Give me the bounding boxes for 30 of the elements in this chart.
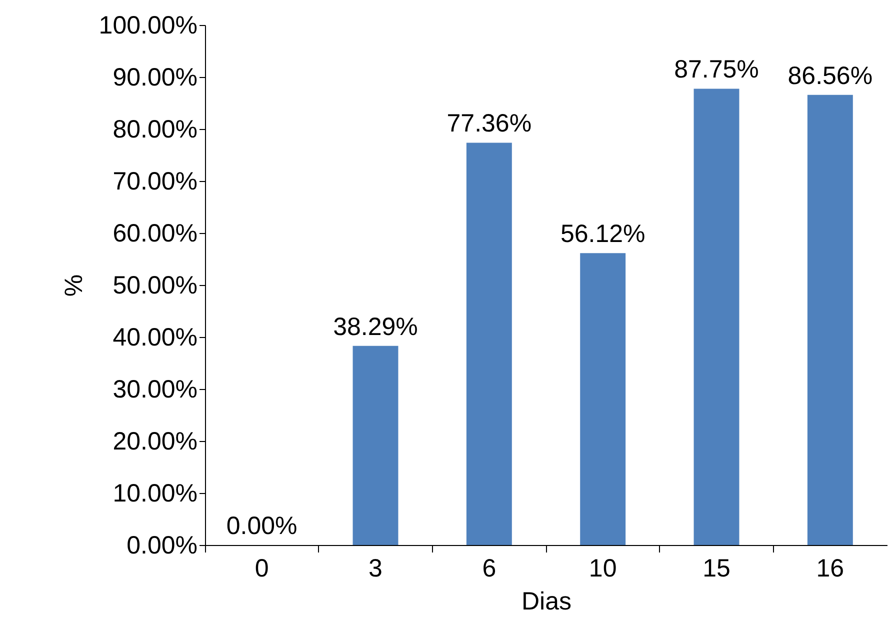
data-label: 77.36% (446, 110, 532, 138)
y-tick-label: 0.00% (126, 532, 198, 560)
y-tick-label: 100.00% (98, 12, 198, 40)
y-tick-label: 30.00% (112, 376, 198, 404)
data-label: 56.12% (560, 220, 646, 248)
y-tick-label: 80.00% (112, 116, 198, 144)
x-tick-label: 0 (254, 554, 269, 582)
bar (694, 88, 740, 545)
y-tick-label: 40.00% (112, 324, 198, 352)
bar (466, 142, 512, 545)
x-tick-label: 3 (368, 554, 382, 582)
y-tick-label: 90.00% (112, 64, 198, 92)
y-tick-label: 20.00% (112, 428, 198, 456)
x-axis-title: Dias (521, 588, 572, 616)
y-axis-title: % (60, 274, 88, 297)
y-tick-label: 60.00% (112, 220, 198, 248)
x-tick-label: 10 (588, 554, 617, 582)
y-tick-label: 10.00% (112, 480, 198, 508)
data-label: 38.29% (333, 312, 418, 341)
x-tick-label: 15 (702, 554, 730, 582)
bar (580, 253, 626, 545)
bar (807, 94, 853, 545)
data-label: 0.00% (226, 512, 298, 540)
x-tick-label: 6 (482, 554, 496, 582)
x-tick-label: 16 (816, 554, 844, 582)
y-tick-label: 70.00% (112, 168, 198, 196)
bar (352, 346, 398, 545)
data-label: 87.75% (674, 56, 759, 84)
data-label: 86.56% (788, 62, 873, 90)
y-tick-label: 50.00% (112, 272, 198, 300)
